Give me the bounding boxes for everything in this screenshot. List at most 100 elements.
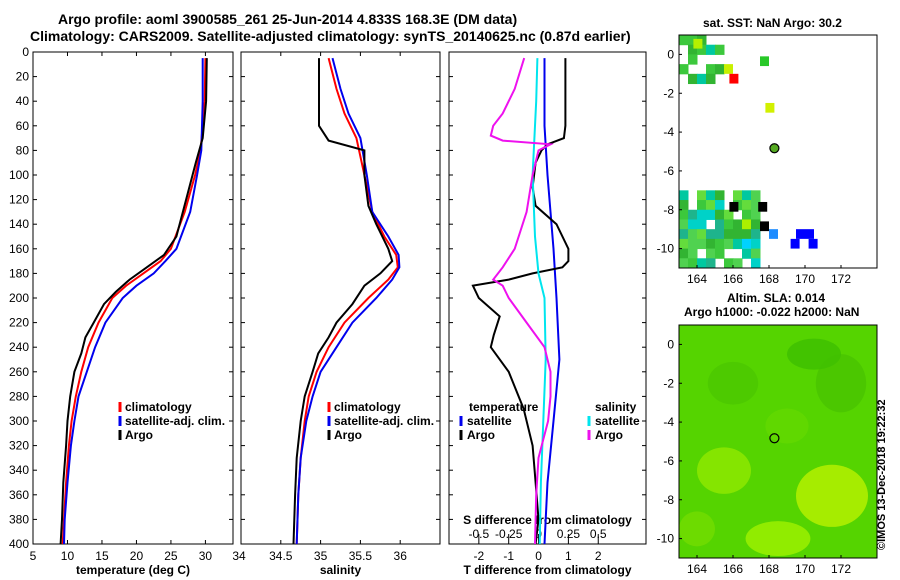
sst-cell — [688, 44, 698, 55]
depth-tick-label: 380 — [9, 512, 29, 526]
sst-cell — [760, 221, 769, 232]
x-tick-label: 1 — [565, 549, 572, 563]
sst-cell — [751, 248, 761, 259]
depth-tick-label: 120 — [9, 193, 29, 207]
sst-cell — [697, 209, 707, 220]
series-line-satellite-adj--clim- — [63, 58, 204, 545]
depth-tick-label: 60 — [16, 119, 30, 133]
lat-tick-label: 0 — [667, 337, 674, 351]
sst-cell — [751, 209, 761, 220]
sst-cell — [742, 229, 752, 240]
series-line-climatology — [295, 57, 399, 545]
figure-title-line2: Climatology: CARS2009. Satellite-adjuste… — [30, 28, 631, 44]
sst-cell — [729, 201, 739, 212]
map-frame-border — [678, 324, 878, 559]
lat-tick-label: -2 — [663, 376, 674, 390]
x-tick-label: -2 — [474, 549, 485, 563]
sst-cell — [679, 229, 689, 240]
lon-tick-label: 164 — [687, 562, 707, 576]
s-tick-label: 0.5 — [590, 527, 607, 541]
x-axis-label: salinity — [320, 563, 362, 577]
depth-tick-label: 360 — [9, 488, 29, 502]
lon-tick-label: 172 — [831, 272, 851, 286]
sst-cell — [706, 258, 716, 269]
sst-cell — [733, 258, 743, 269]
sst-cell — [679, 64, 689, 75]
s-tick-label: -0.5 — [469, 527, 490, 541]
sst-cell — [697, 229, 707, 240]
x-tick-label: 5 — [30, 549, 37, 563]
sst-cell — [688, 219, 698, 230]
sst-cell — [706, 44, 716, 55]
lon-tick-label: 166 — [723, 562, 743, 576]
temperature-panel: 0 20 40 60 80 100 120 140 160 180 200 220 240 260 280 3… — [9, 45, 234, 577]
x-tick-label: 35 — [314, 549, 328, 563]
series-line-climatology — [61, 58, 207, 545]
lat-tick-label: -2 — [663, 86, 674, 100]
series-line-t-argo — [471, 58, 570, 545]
sst-cell — [706, 73, 716, 85]
sst-cell — [706, 64, 716, 75]
sst-cell — [742, 238, 751, 249]
legend-label: Argo — [595, 428, 623, 442]
plot-frame — [32, 51, 234, 545]
series-line-argo — [59, 58, 208, 545]
lon-tick-label: 168 — [759, 562, 779, 576]
lat-tick-label: -8 — [663, 493, 674, 507]
s-axis-label: S difference from climatology — [463, 513, 632, 527]
depth-tick-label: 240 — [9, 340, 29, 354]
x-tick-label: 34 — [232, 549, 246, 563]
argo-position-marker — [769, 433, 780, 444]
sst-cell — [724, 219, 734, 230]
sla-anomaly-patch — [796, 464, 868, 527]
sst-cell — [706, 238, 716, 250]
sst-cell — [706, 248, 716, 259]
lat-tick-label: -10 — [657, 242, 675, 256]
sst-cell — [742, 190, 752, 201]
lon-tick-label: 170 — [795, 272, 815, 286]
lat-tick-label: -6 — [663, 164, 674, 178]
x-tick-label: 0 — [535, 549, 542, 563]
legend-title: temperature — [469, 400, 539, 414]
sst-cell — [715, 238, 725, 250]
x-tick-label: 20 — [130, 549, 144, 563]
sst-cell — [715, 229, 725, 240]
sst-cell — [688, 209, 698, 220]
depth-tick-label: 80 — [16, 143, 30, 157]
sst-cell — [742, 200, 752, 211]
legend-label: climatology — [334, 400, 401, 414]
lat-tick-label: -6 — [663, 454, 674, 468]
depth-tick-label: 40 — [16, 94, 30, 108]
lon-tick-label: 172 — [831, 562, 851, 576]
sst-cell — [751, 219, 761, 230]
sst-cell — [724, 209, 734, 220]
plot-frame — [240, 51, 441, 545]
sst-cell — [697, 219, 707, 230]
sst-cell — [751, 258, 761, 269]
x-tick-label: 25 — [164, 549, 178, 563]
sla-map-title: Altim. SLA: 0.014 — [727, 291, 826, 305]
x-tick-label: 35.5 — [349, 549, 373, 563]
legend-label: Argo — [125, 428, 153, 442]
sst-cell — [706, 190, 716, 201]
sla-anomaly-patch — [745, 521, 811, 557]
sst-cell — [697, 44, 707, 55]
series-line-argo — [292, 58, 394, 545]
sst-cell — [688, 238, 698, 250]
x-tick-label: 34.5 — [269, 549, 293, 563]
x-axis-label: temperature (deg C) — [76, 563, 190, 577]
lon-tick-label: 168 — [759, 272, 779, 286]
sst-cell — [715, 190, 725, 201]
x-tick-label: -1 — [503, 549, 514, 563]
s-tick-label: 0.25 — [557, 527, 581, 541]
sst-cell — [742, 209, 752, 220]
sst-cell — [729, 73, 739, 84]
sst-cell — [688, 54, 698, 65]
legend-label: Argo — [334, 428, 362, 442]
sla-anomaly-patch — [787, 338, 841, 370]
sst-cell — [697, 238, 707, 250]
sst-cell — [679, 190, 689, 201]
sst-cell — [679, 209, 689, 220]
sst-cell — [796, 229, 805, 239]
argo-position-marker — [769, 143, 780, 154]
